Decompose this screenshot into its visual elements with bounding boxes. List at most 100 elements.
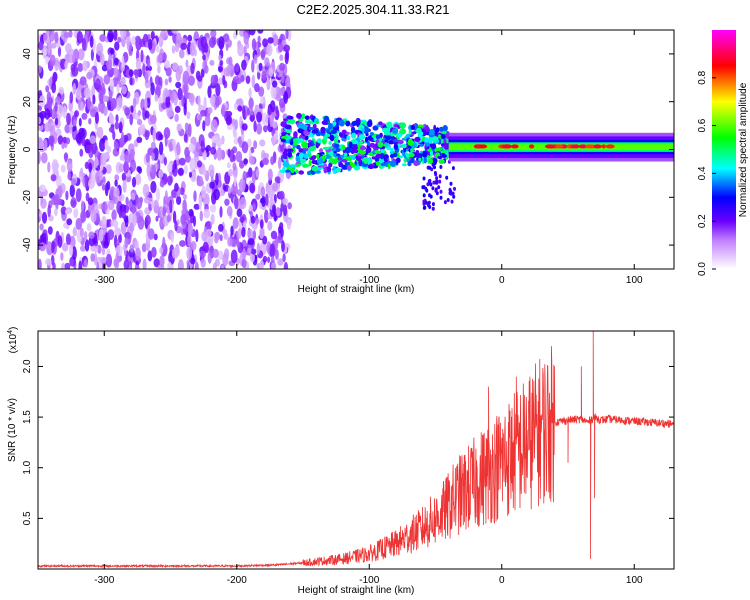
heat-blob xyxy=(131,204,136,215)
heat-blob xyxy=(113,67,119,78)
heat-blob xyxy=(218,223,224,232)
heat-blob xyxy=(328,141,332,145)
heat-blob xyxy=(247,247,252,254)
heat-blob xyxy=(142,63,146,77)
heat-blob xyxy=(402,163,407,167)
heat-blob xyxy=(259,219,264,229)
heat-blob xyxy=(97,244,102,254)
heat-blob xyxy=(181,94,185,107)
heat-blob xyxy=(308,159,312,167)
heat-blob xyxy=(303,153,309,159)
heat-blob xyxy=(345,156,352,161)
heat-blob xyxy=(236,240,241,249)
heat-blob xyxy=(68,30,73,38)
heat-blob xyxy=(410,125,416,130)
heat-blob xyxy=(260,96,264,105)
heat-blob xyxy=(108,126,115,133)
heat-blob xyxy=(161,53,167,61)
heat-blob xyxy=(249,115,255,122)
heat-blob xyxy=(129,77,133,86)
heat-blob xyxy=(271,135,276,146)
heat-blob xyxy=(296,144,301,150)
heat-blob xyxy=(243,158,249,165)
heat-blob xyxy=(67,172,72,181)
heat-blob xyxy=(96,42,104,56)
heat-blob xyxy=(277,156,282,170)
heat-blob xyxy=(86,96,91,110)
y-tick-label: 1.0 xyxy=(22,460,33,474)
heat-blob xyxy=(218,54,222,62)
heat-blob xyxy=(441,133,446,139)
heat-blob xyxy=(272,204,277,214)
heat-blob xyxy=(177,167,184,176)
heat-blob xyxy=(320,126,326,134)
heat-blob xyxy=(102,95,110,103)
heat-blob xyxy=(47,204,51,218)
heat-blob xyxy=(147,58,151,68)
heat-blob xyxy=(51,108,55,119)
heat-blob xyxy=(89,108,97,118)
heat-blob xyxy=(280,74,285,84)
heat-peak xyxy=(528,144,535,149)
heat-blob xyxy=(196,160,203,168)
heat-blob xyxy=(69,184,76,198)
heat-blob xyxy=(72,119,77,127)
heat-blob xyxy=(184,122,189,131)
heat-blob xyxy=(207,85,212,99)
heat-blob xyxy=(84,239,90,252)
heat-blob xyxy=(152,128,156,142)
heat-blob xyxy=(389,154,395,158)
snr-multiplier: (x104) xyxy=(7,327,19,354)
heat-blob xyxy=(38,258,42,269)
heat-blob xyxy=(132,97,137,109)
heat-blob xyxy=(419,131,424,136)
heat-blob xyxy=(175,43,180,53)
heat-blob xyxy=(298,122,305,129)
heat-blob xyxy=(386,121,393,129)
heat-blob xyxy=(47,161,51,173)
y-tick-label: 1.5 xyxy=(22,410,33,424)
heat-blob xyxy=(137,118,143,126)
heat-blob xyxy=(66,112,71,126)
heat-blob xyxy=(267,37,274,44)
heat-blob xyxy=(428,158,433,165)
heat-blob xyxy=(270,156,275,166)
heat-blob xyxy=(247,228,254,240)
heat-blob xyxy=(176,141,181,156)
heat-blob xyxy=(109,89,113,102)
heat-blob xyxy=(306,170,311,176)
heat-blob xyxy=(256,111,263,123)
heat-blob xyxy=(222,75,226,86)
heat-blob xyxy=(341,129,347,134)
heat-blob xyxy=(181,208,186,216)
heat-blob xyxy=(60,164,66,173)
heat-blob xyxy=(55,128,62,137)
heat-blob xyxy=(442,125,448,132)
heat-blob xyxy=(333,153,337,158)
heat-blob xyxy=(129,244,134,253)
heat-blob xyxy=(80,167,84,179)
heat-blob xyxy=(101,248,106,256)
heat-blob xyxy=(301,113,306,120)
heat-blob xyxy=(158,169,164,178)
heat-blob xyxy=(65,190,69,201)
colorbar-tick-label: 0.8 xyxy=(697,70,708,84)
heat-blob xyxy=(279,169,287,173)
heat-blob xyxy=(43,33,48,41)
heat-blob xyxy=(236,208,243,218)
heat-blob xyxy=(174,105,181,113)
heat-blob xyxy=(431,186,435,191)
heat-blob xyxy=(399,122,407,129)
y-tick-label: -20 xyxy=(22,190,33,205)
heat-blob xyxy=(298,117,303,123)
heat-blob xyxy=(48,30,55,42)
heat-peak xyxy=(585,144,594,149)
heat-blob xyxy=(256,123,263,135)
heat-blob xyxy=(120,30,127,40)
heat-blob xyxy=(60,252,64,261)
y-tick-label: 40 xyxy=(22,48,33,60)
heat-blob xyxy=(258,86,265,97)
heat-blob xyxy=(235,98,243,106)
heat-blob xyxy=(257,70,261,80)
heat-blob xyxy=(210,119,218,133)
